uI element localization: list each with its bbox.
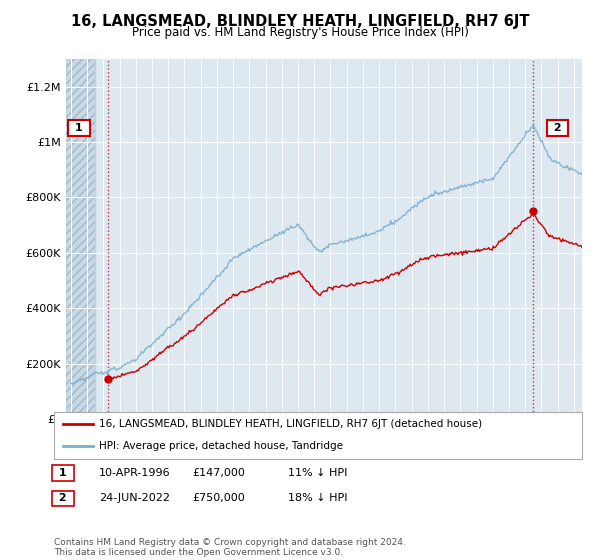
- Text: Contains HM Land Registry data © Crown copyright and database right 2024.
This d: Contains HM Land Registry data © Crown c…: [54, 538, 406, 557]
- Text: 2: 2: [550, 123, 565, 133]
- Bar: [66, 59, 95, 419]
- Text: 18% ↓ HPI: 18% ↓ HPI: [288, 493, 347, 503]
- Text: 11% ↓ HPI: 11% ↓ HPI: [288, 468, 347, 478]
- Text: 10-APR-1996: 10-APR-1996: [99, 468, 170, 478]
- Text: 16, LANGSMEAD, BLINDLEY HEATH, LINGFIELD, RH7 6JT: 16, LANGSMEAD, BLINDLEY HEATH, LINGFIELD…: [71, 14, 529, 29]
- Text: HPI: Average price, detached house, Tandridge: HPI: Average price, detached house, Tand…: [99, 441, 343, 451]
- Text: 1: 1: [55, 468, 71, 478]
- Text: £147,000: £147,000: [192, 468, 245, 478]
- Text: Price paid vs. HM Land Registry's House Price Index (HPI): Price paid vs. HM Land Registry's House …: [131, 26, 469, 39]
- Text: 24-JUN-2022: 24-JUN-2022: [99, 493, 170, 503]
- Text: 16, LANGSMEAD, BLINDLEY HEATH, LINGFIELD, RH7 6JT (detached house): 16, LANGSMEAD, BLINDLEY HEATH, LINGFIELD…: [99, 419, 482, 429]
- Text: 1: 1: [71, 123, 87, 133]
- Text: 2: 2: [55, 493, 71, 503]
- Bar: [66, 59, 95, 419]
- Text: £750,000: £750,000: [192, 493, 245, 503]
